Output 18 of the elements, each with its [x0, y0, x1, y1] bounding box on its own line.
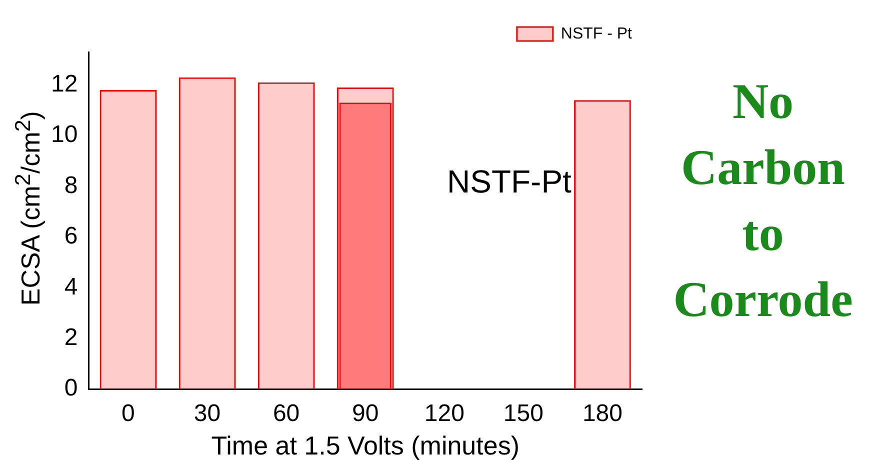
x-tick-label: 0 [122, 400, 135, 428]
x-tick-label: 90 [352, 400, 379, 428]
y-tick-label: 0 [64, 374, 78, 402]
x-tick-label: 120 [424, 400, 464, 428]
y-tick-label: 12 [50, 70, 78, 98]
y-tick-label: 6 [64, 222, 78, 250]
x-tick-label: 180 [582, 400, 622, 428]
x-tick-label: 30 [194, 400, 221, 428]
y-tick-label: 8 [64, 172, 78, 199]
x-tick-label: 60 [272, 400, 300, 428]
x-tick-label: 150 [503, 400, 544, 428]
y-tick-label: 4 [64, 273, 78, 300]
y-tick-label: 10 [50, 121, 78, 148]
x-axis-title: Time at 1.5 Volts (minutes) [211, 430, 520, 461]
y-tick-label: 2 [64, 324, 78, 351]
text: No Carbon to Corrode [672, 72, 854, 329]
legend-label: NSTF - Pt [560, 25, 633, 42]
annotation: NSTF-Pt [446, 163, 572, 200]
